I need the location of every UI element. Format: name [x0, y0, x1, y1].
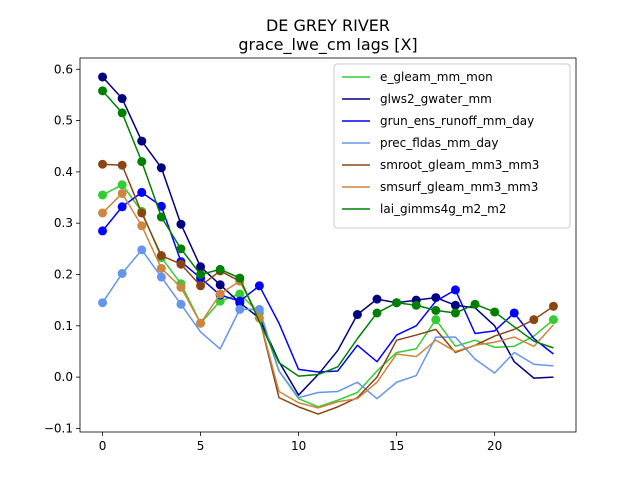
data-point	[176, 244, 186, 254]
data-point	[156, 263, 166, 273]
data-point	[254, 304, 264, 314]
data-point	[117, 188, 127, 198]
data-point	[509, 308, 519, 318]
data-point	[372, 308, 382, 318]
data-point	[411, 300, 421, 310]
y-tick-label: 0.2	[54, 267, 73, 281]
data-point	[98, 72, 108, 82]
data-point	[450, 300, 460, 310]
data-point	[196, 270, 206, 279]
data-point	[431, 315, 441, 325]
data-point	[235, 289, 245, 299]
y-tick-label: 0.0	[54, 370, 73, 384]
y-tick-label: 0.3	[54, 216, 73, 230]
data-point	[176, 282, 186, 292]
data-point	[156, 212, 166, 222]
y-tick-label: 0.1	[54, 319, 73, 333]
data-point	[352, 310, 362, 320]
axes-layer: 0 5 10 15 20 −0.1 0.0 0.1 0.2 0.3 0.4 0.5 0.6	[44, 57, 577, 453]
data-point	[196, 262, 206, 272]
data-point	[98, 159, 108, 169]
data-point	[235, 304, 245, 314]
chart-subtitle: grace_lwe_cm lags [X]	[238, 35, 417, 55]
data-point	[470, 299, 480, 309]
data-point	[450, 308, 460, 318]
legend-label: e_gleam_mm_mon	[380, 70, 493, 84]
x-tick-label: 0	[99, 439, 107, 453]
data-point	[215, 296, 225, 306]
legend-label: lai_gimms4g_m2_m2	[380, 202, 507, 216]
data-point	[176, 259, 186, 269]
data-point	[215, 280, 225, 290]
data-point	[215, 264, 225, 274]
series-line-5	[102, 192, 555, 409]
y-tick-label: 0.4	[54, 165, 73, 179]
data-point	[372, 294, 382, 304]
x-tick-label: 5	[197, 439, 205, 453]
data-point	[137, 208, 147, 218]
data-point	[196, 281, 206, 291]
data-point	[156, 251, 166, 261]
data-point	[137, 245, 147, 255]
data-point	[117, 268, 127, 278]
data-point	[137, 221, 147, 231]
y-tick-label: 0.5	[54, 114, 73, 128]
data-point	[117, 160, 127, 170]
legend-label: glws2_gwater_mm	[380, 92, 492, 106]
data-point	[176, 219, 186, 229]
data-point	[98, 298, 108, 308]
legend-label: smroot_gleam_mm3_mm3	[380, 158, 539, 172]
data-point	[392, 298, 402, 308]
data-point	[98, 208, 108, 218]
data-point	[431, 305, 441, 315]
data-point	[450, 285, 460, 295]
data-point	[117, 202, 127, 212]
legend-label: grun_ens_runoff_mm_day	[380, 114, 534, 128]
data-point	[548, 301, 558, 311]
data-point	[98, 86, 108, 96]
data-point	[490, 307, 500, 317]
series-line-1	[101, 76, 554, 396]
data-point	[98, 190, 108, 200]
series-layer	[98, 72, 558, 415]
plot-frame	[79, 57, 577, 433]
data-point	[156, 163, 166, 173]
y-tick-label: 0.6	[54, 62, 73, 76]
data-point	[117, 94, 127, 104]
data-point	[548, 315, 558, 325]
data-point	[529, 315, 539, 325]
data-point	[176, 299, 186, 309]
data-point	[196, 318, 206, 328]
data-point	[137, 136, 147, 146]
legend-box	[333, 63, 571, 229]
data-point	[215, 289, 225, 299]
legend-label: prec_fldas_mm_day	[380, 136, 499, 150]
series-line-3	[101, 249, 554, 400]
x-tick-label: 20	[487, 439, 502, 453]
data-point	[117, 180, 127, 190]
data-point	[156, 272, 166, 282]
legend-label: smsurf_gleam_mm3_mm3	[380, 180, 538, 194]
data-point	[98, 226, 108, 236]
data-point	[235, 273, 245, 283]
data-point	[137, 187, 147, 197]
x-tick-label: 10	[291, 439, 306, 453]
y-tick-label: −0.1	[44, 421, 73, 435]
data-point	[117, 108, 127, 118]
legend: e_gleam_mm_mon glws2_gwater_mm grun_ens_ru…	[333, 63, 571, 229]
series-line-0	[102, 183, 554, 408]
data-point	[137, 157, 147, 167]
data-point	[235, 296, 245, 306]
x-tick-label: 15	[389, 439, 404, 453]
data-point	[254, 281, 264, 291]
chart-title: DE GREY RIVER	[266, 16, 390, 35]
